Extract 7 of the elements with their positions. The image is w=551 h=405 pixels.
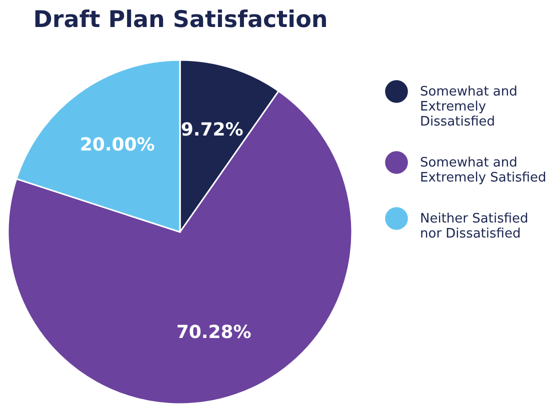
legend-label: Neither Satisfied nor Dissatisfied xyxy=(420,212,528,242)
data-label: 20.00% xyxy=(80,134,155,156)
data-label: 9.72% xyxy=(180,119,244,140)
data-label: 70.28% xyxy=(176,322,252,344)
chart-title: Draft Plan Satisfaction xyxy=(33,7,328,33)
legend-label: Somewhat and Extremely Satisfied xyxy=(420,156,546,186)
legend-label: Somewhat and Extremely Dissatisfied xyxy=(420,84,518,130)
